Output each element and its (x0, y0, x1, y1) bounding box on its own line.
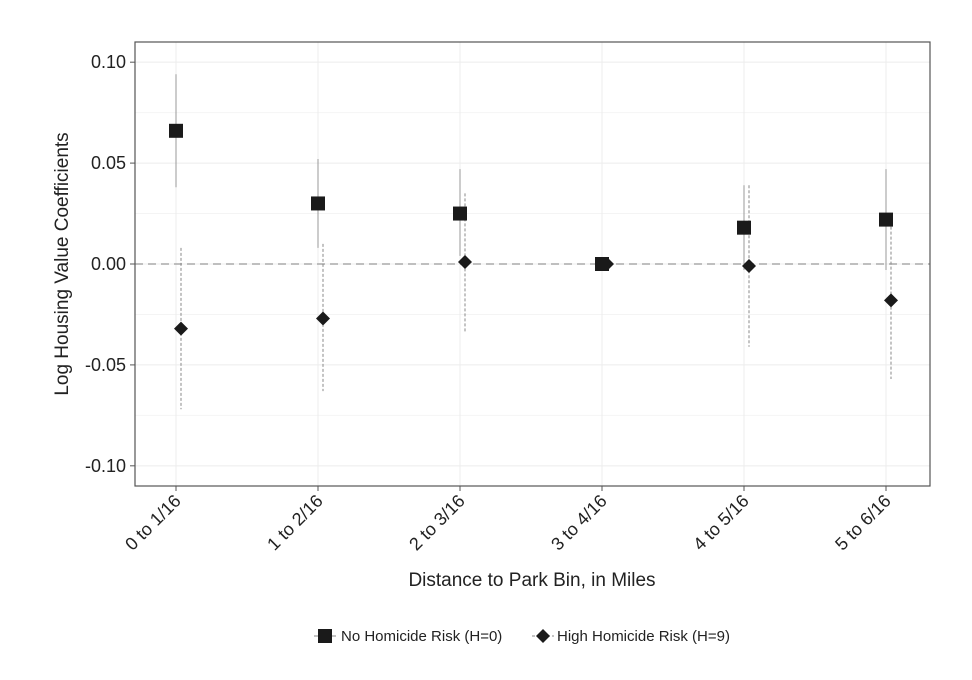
y-tick-label: 0.05 (91, 153, 126, 173)
point-square (453, 206, 467, 221)
point-diamond (316, 311, 330, 326)
x-tick-label: 0 to 1/16 (121, 491, 185, 555)
y-tick-label: -0.05 (85, 355, 126, 375)
legend-key-diamond (536, 629, 550, 643)
point-diamond (884, 293, 898, 308)
legend-label: High Homicide Risk (H=9) (557, 628, 730, 645)
x-tick-label: 2 to 3/16 (405, 491, 469, 555)
legend: No Homicide Risk (H=0) High Homicide Risk… (314, 628, 730, 645)
point-square (879, 212, 893, 227)
y-tick-label: -0.10 (85, 456, 126, 476)
x-tick-label: 1 to 2/16 (263, 491, 327, 555)
point-square (169, 123, 183, 138)
x-tick-label: 4 to 5/16 (689, 491, 753, 555)
x-tick-label: 3 to 4/16 (547, 491, 611, 555)
y-tick-label: 0.00 (91, 254, 126, 274)
point-square (737, 220, 751, 235)
legend-label: No Homicide Risk (H=0) (341, 628, 502, 645)
y-tick-label: 0.10 (91, 52, 126, 72)
x-axis-title: Distance to Park Bin, in Miles (408, 570, 655, 591)
data-markers (169, 123, 898, 336)
point-diamond (742, 259, 756, 274)
legend-key-square (318, 629, 332, 643)
point-diamond (174, 321, 188, 336)
point-diamond (458, 254, 472, 269)
point-diamond (600, 257, 614, 271)
y-axis-title: Log Housing Value Coefficients (52, 132, 73, 395)
point-square (311, 196, 325, 211)
x-tick-label: 5 to 6/16 (831, 491, 895, 555)
